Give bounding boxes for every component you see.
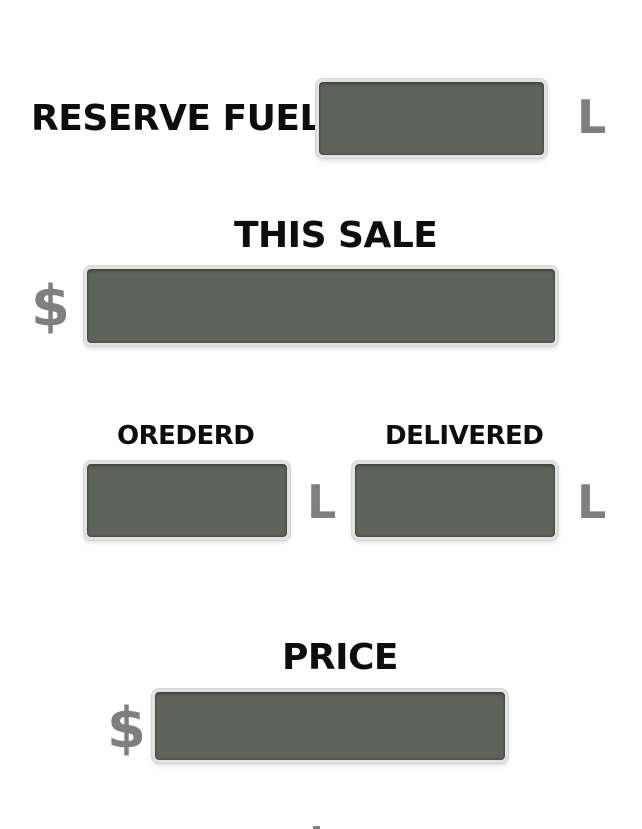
delivered-display bbox=[352, 461, 558, 540]
partial-glyph bbox=[313, 826, 320, 829]
this-sale-display bbox=[84, 266, 558, 346]
delivered-unit: L bbox=[577, 475, 607, 529]
this-sale-label: THIS SALE bbox=[234, 215, 438, 256]
price-label: PRICE bbox=[282, 637, 399, 678]
ordered-unit: L bbox=[307, 475, 337, 529]
delivered-label: DELIVERED bbox=[385, 421, 544, 451]
reserve-fuel-label: RESERVE FUEL bbox=[31, 98, 322, 139]
price-display bbox=[152, 689, 508, 763]
price-currency: $ bbox=[107, 696, 146, 761]
ordered-label: OREDERD bbox=[117, 421, 255, 451]
ordered-display bbox=[84, 461, 290, 540]
reserve-fuel-display bbox=[316, 79, 547, 158]
this-sale-currency: $ bbox=[31, 274, 70, 339]
reserve-fuel-unit: L bbox=[577, 90, 607, 144]
